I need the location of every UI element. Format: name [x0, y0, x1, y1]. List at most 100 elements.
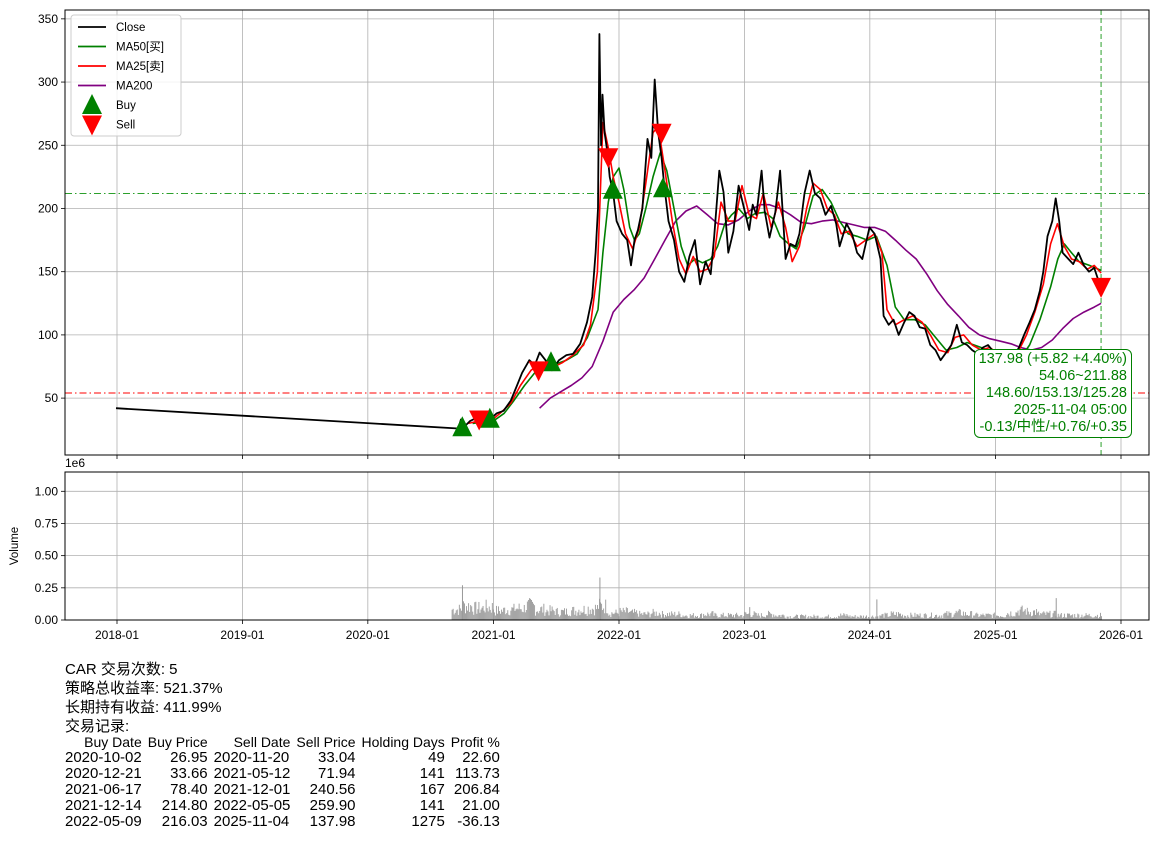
volume-bar	[1056, 617, 1058, 620]
volume-bar	[750, 617, 752, 620]
x-tick-label: 2026-01	[1099, 628, 1143, 642]
volume-bar	[836, 617, 838, 620]
volume-bar	[550, 611, 552, 620]
volume-bar	[480, 609, 482, 620]
volume-bar	[812, 617, 814, 620]
buy-marker	[602, 178, 623, 199]
volume-bar	[881, 614, 883, 620]
volume-bar	[650, 614, 652, 620]
legend-label: MA25[卖]	[116, 60, 164, 73]
volume-bar	[664, 617, 665, 620]
volume-bar	[803, 615, 805, 620]
volume-bar	[1057, 613, 1059, 620]
price-y-tick-label: 250	[38, 138, 58, 152]
legend-label: MA50[买]	[116, 41, 164, 54]
legend-swatch-buy	[82, 94, 102, 114]
volume-bar	[1020, 606, 1022, 620]
volume-bar	[889, 616, 891, 620]
volume-bar	[648, 612, 650, 620]
holding-days-cell: 141	[419, 765, 445, 782]
volume-bar	[585, 613, 587, 620]
volume-bar	[556, 607, 558, 620]
volume-bar	[832, 618, 833, 620]
volume-bar	[901, 616, 902, 620]
volume-bar	[787, 616, 789, 620]
volume-bar	[548, 615, 550, 620]
volume-bars	[451, 577, 1102, 620]
volume-bar	[741, 614, 743, 620]
volume-bar	[756, 615, 758, 620]
volume-bar	[1035, 614, 1036, 620]
volume-bar	[914, 612, 916, 620]
volume-bar	[617, 613, 619, 620]
volume-bar	[932, 618, 933, 620]
volume-bar	[553, 611, 555, 620]
volume-bar	[1025, 614, 1027, 620]
volume-bar	[678, 611, 680, 620]
table-row: 2021-12-14 214.80 2022-05-05 259.90 141 …	[65, 798, 506, 814]
volume-bar	[1058, 616, 1060, 620]
buy-marker	[479, 407, 500, 428]
volume-bar	[972, 617, 974, 620]
volume-bar	[966, 615, 967, 620]
volume-bar	[848, 616, 850, 620]
volume-bar	[922, 618, 924, 620]
volume-bar	[1078, 614, 1080, 620]
volume-bar	[619, 607, 621, 620]
volume-bar	[589, 609, 591, 620]
volume-bar	[791, 618, 793, 620]
volume-bar	[1015, 612, 1017, 620]
volume-bar	[884, 612, 886, 620]
price-y-tick-label: 150	[38, 265, 58, 279]
volume-bar	[538, 613, 540, 620]
volume-bar	[646, 614, 648, 620]
volume-bar	[709, 616, 711, 620]
volume-bar	[595, 609, 597, 620]
volume-bar	[991, 617, 993, 620]
volume-bar	[814, 616, 816, 620]
volume-bar	[576, 615, 578, 620]
price-y-tick-label: 100	[38, 328, 58, 342]
volume-bar	[479, 612, 481, 620]
volume-bar	[937, 617, 939, 620]
volume-bar	[978, 617, 980, 620]
volume-bar	[885, 613, 887, 620]
volume-bar	[963, 615, 965, 620]
volume-bar	[608, 615, 610, 620]
volume-bar	[701, 613, 703, 620]
volume-y-tick-label: 1.00	[35, 484, 59, 498]
volume-bar	[581, 613, 583, 620]
volume-bar	[706, 616, 708, 620]
volume-bar	[732, 616, 733, 620]
volume-bar	[656, 615, 658, 620]
volume-bar	[975, 613, 977, 620]
volume-bar	[776, 616, 778, 620]
volume-bar	[779, 614, 781, 620]
volume-bar	[711, 611, 713, 620]
volume-bar	[1071, 615, 1073, 620]
volume-bar	[1079, 618, 1081, 620]
volume-y-tick-label: 0.00	[35, 613, 59, 627]
volume-bar	[504, 607, 506, 620]
holding-days-cell: 1275	[411, 813, 445, 830]
volume-bar	[842, 615, 844, 620]
volume-bar	[899, 613, 900, 620]
volume-bar	[637, 613, 639, 620]
volume-bar	[882, 613, 884, 620]
volume-bar	[626, 608, 628, 620]
volume-bar	[1051, 617, 1053, 620]
volume-bar	[1068, 613, 1069, 620]
volume-bar	[661, 610, 663, 620]
volume-bar	[983, 615, 985, 620]
volume-bar	[754, 612, 756, 620]
volume-bar	[1032, 615, 1033, 620]
volume-bar	[497, 613, 498, 620]
volume-bar	[651, 613, 653, 620]
price-panel-bg	[65, 10, 1149, 455]
volume-bar	[467, 610, 469, 620]
volume-bar	[1087, 615, 1089, 620]
volume-bar	[500, 613, 502, 620]
volume-bar	[1033, 610, 1034, 620]
volume-bar	[1072, 614, 1074, 620]
volume-bar-peak	[461, 585, 463, 620]
